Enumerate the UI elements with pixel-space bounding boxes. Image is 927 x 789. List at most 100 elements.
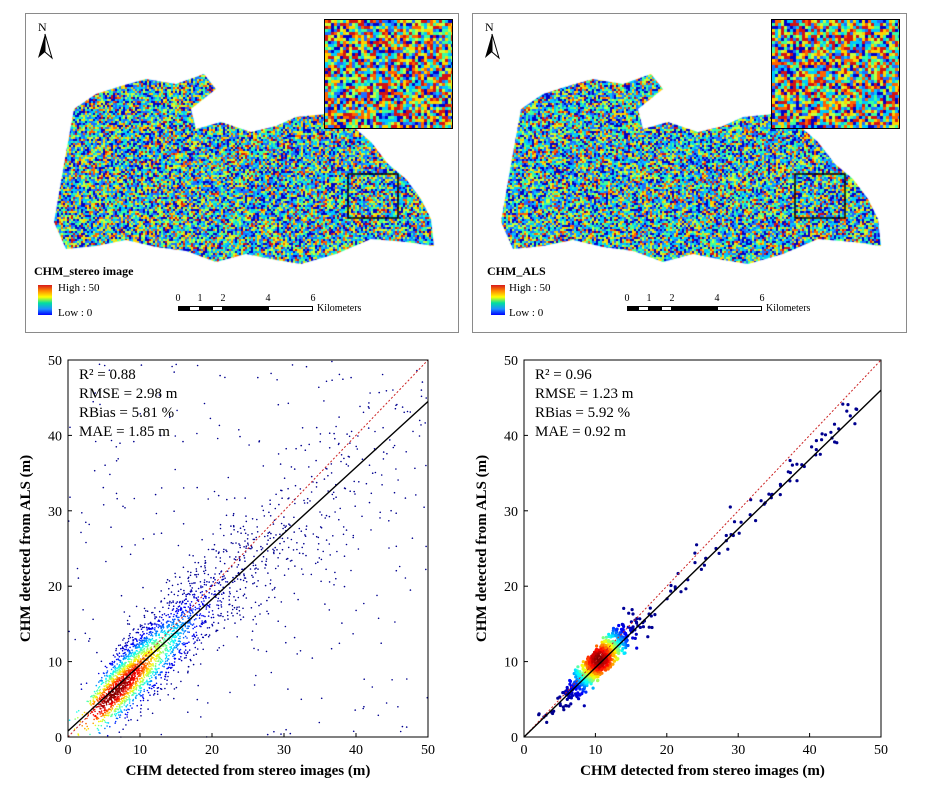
data-point [338, 373, 341, 376]
data-point [603, 654, 607, 658]
data-point [599, 658, 603, 662]
data-point [131, 669, 133, 672]
data-point [121, 693, 123, 696]
data-point [164, 675, 166, 678]
data-point [116, 678, 119, 681]
data-point [139, 662, 141, 665]
data-point [611, 645, 616, 649]
data-point [267, 572, 269, 574]
data-point [589, 682, 593, 686]
data-point [587, 677, 591, 681]
data-point [100, 660, 103, 663]
data-point [234, 599, 237, 601]
data-point [599, 663, 603, 667]
data-point [101, 702, 104, 704]
data-point [125, 690, 128, 693]
data-point [126, 684, 129, 687]
data-point [126, 655, 128, 657]
data-point [132, 698, 135, 701]
data-point [581, 660, 585, 664]
data-point [600, 656, 604, 661]
data-point [110, 703, 112, 706]
data-point [129, 681, 132, 684]
data-point [95, 695, 98, 698]
data-point [599, 660, 603, 664]
data-point [137, 628, 139, 631]
data-point [203, 581, 206, 584]
data-point [179, 640, 181, 643]
data-point [134, 637, 136, 640]
data-point [112, 686, 115, 689]
x-axis-title: CHM detected from stereo images (m) [580, 763, 825, 779]
data-point [95, 717, 98, 719]
data-point [181, 601, 184, 604]
data-point [190, 571, 192, 574]
data-point [113, 661, 115, 664]
data-point [580, 674, 585, 679]
data-point [611, 629, 615, 633]
data-point [602, 660, 606, 664]
data-point [151, 653, 153, 655]
data-point [647, 625, 651, 629]
data-point [600, 653, 604, 657]
data-point [100, 692, 103, 695]
data-point [111, 673, 114, 676]
data-point [163, 663, 165, 666]
data-point [193, 596, 195, 599]
data-point [154, 622, 156, 625]
data-point [103, 685, 106, 688]
data-point [589, 680, 593, 684]
data-point [354, 505, 357, 508]
data-point [193, 654, 195, 656]
data-point [104, 709, 106, 712]
data-point [123, 681, 126, 684]
data-point [582, 668, 587, 672]
data-point [135, 667, 137, 670]
data-point [123, 682, 125, 685]
data-point [588, 674, 592, 678]
data-point [317, 548, 319, 551]
data-point [125, 681, 127, 683]
data-point [114, 683, 117, 686]
data-point [406, 678, 408, 680]
data-point [159, 671, 162, 674]
data-point [111, 690, 114, 692]
data-point [119, 671, 121, 673]
data-point [597, 667, 601, 672]
data-point [565, 692, 570, 696]
data-point [604, 664, 608, 669]
data-point [243, 546, 245, 548]
data-point [582, 674, 586, 679]
data-point [160, 532, 163, 534]
data-point [90, 695, 93, 697]
data-point [177, 609, 179, 611]
data-point [140, 667, 142, 669]
data-point [253, 538, 256, 541]
data-point [192, 627, 194, 630]
data-point [178, 649, 181, 652]
data-point [130, 684, 133, 686]
data-point [119, 682, 121, 685]
data-point [593, 660, 597, 664]
data-point [122, 647, 125, 650]
data-point [122, 671, 124, 674]
data-point [593, 666, 597, 670]
data-point [140, 643, 142, 645]
data-point [599, 647, 604, 652]
data-point [591, 665, 596, 670]
data-point [140, 704, 143, 706]
data-point [151, 676, 153, 679]
data-point [219, 600, 221, 602]
data-point [239, 578, 242, 581]
data-point [173, 593, 176, 596]
data-point [585, 669, 590, 673]
data-point [333, 584, 335, 586]
data-point [601, 645, 605, 649]
data-point [196, 599, 198, 602]
data-point [128, 687, 131, 690]
data-point [187, 625, 189, 627]
data-point [581, 680, 585, 684]
data-point [162, 626, 164, 628]
data-point [168, 629, 171, 632]
data-point [106, 675, 108, 678]
